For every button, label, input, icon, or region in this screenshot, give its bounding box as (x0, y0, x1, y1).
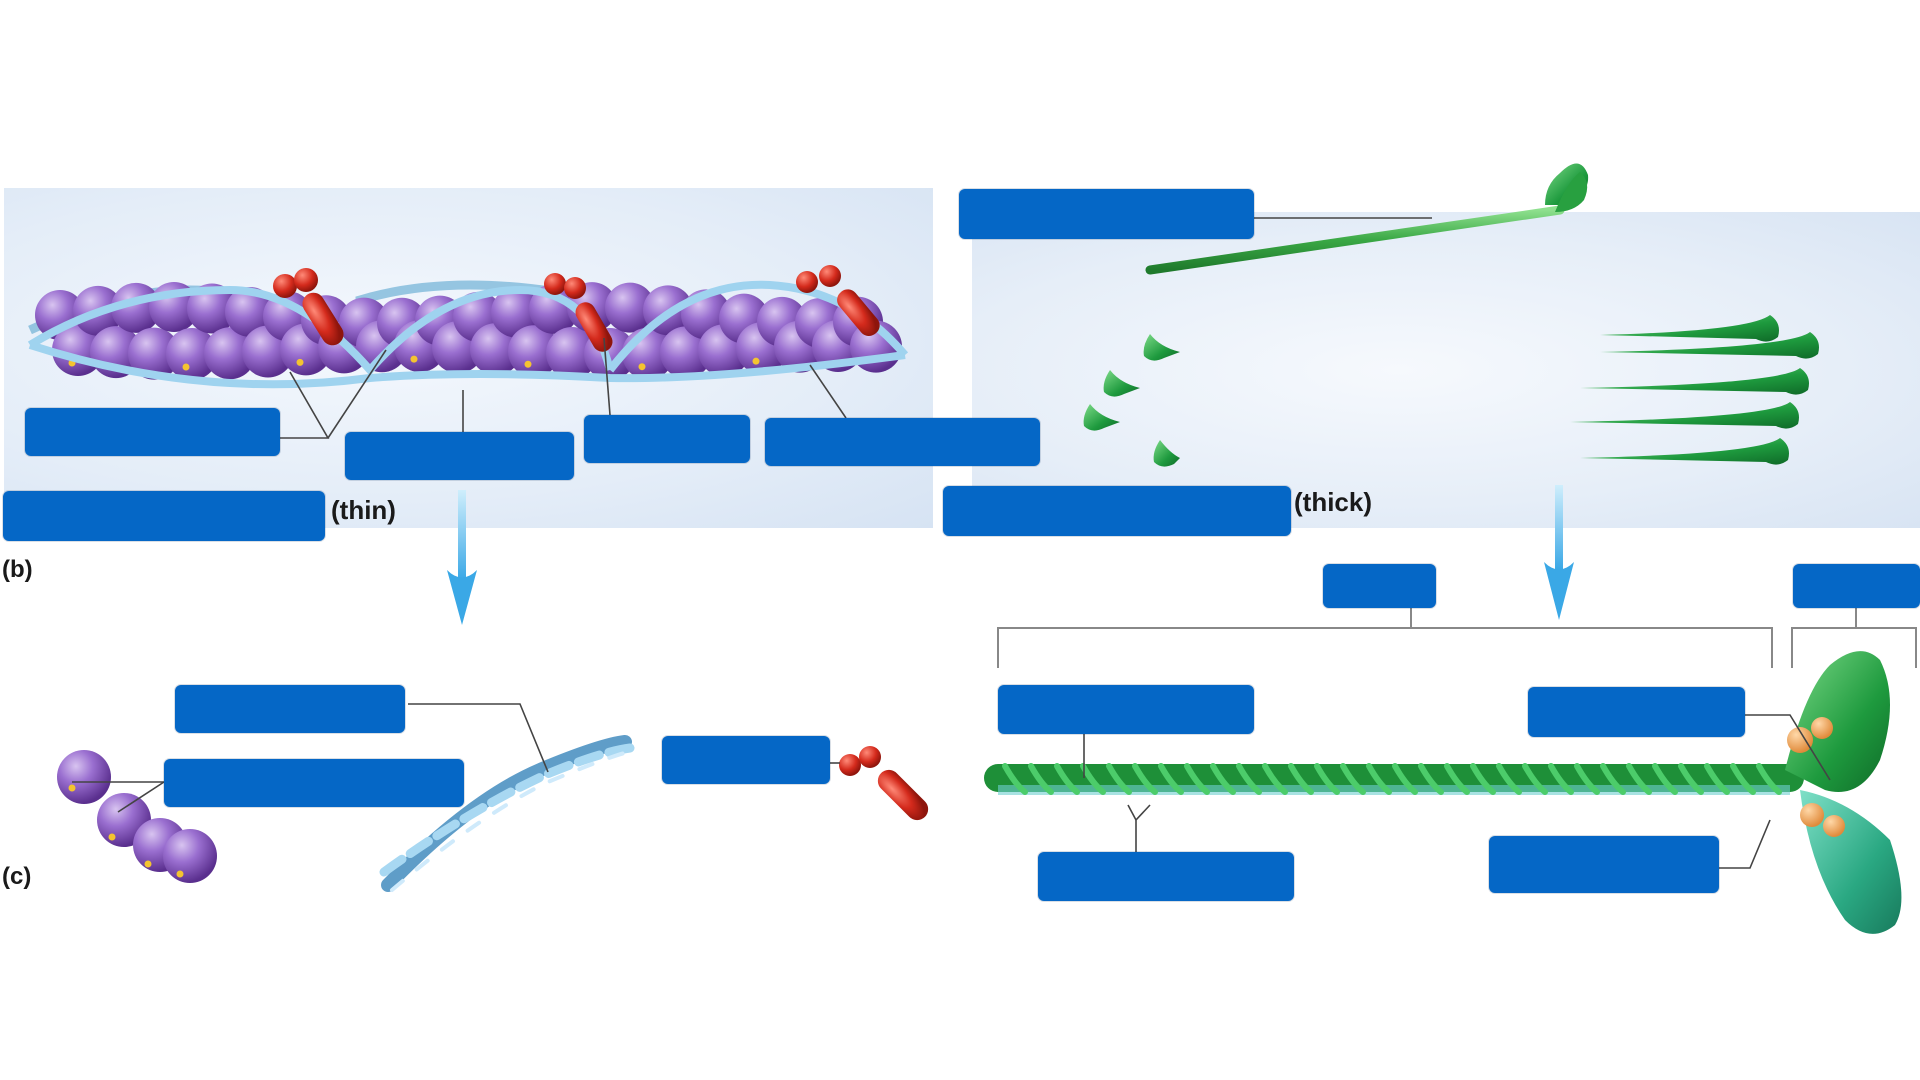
troponin-complex-c (839, 746, 929, 821)
arrow-thin-to-components (447, 490, 477, 625)
thick-caption: (thick) (1294, 487, 1372, 517)
label-box-binding-site[interactable] (765, 418, 1040, 466)
label-box-light-chains[interactable] (1528, 687, 1745, 737)
thin-caption: (thin) (331, 495, 396, 525)
label-box-thin-filament[interactable] (3, 491, 325, 541)
leader-lines-b (278, 337, 847, 439)
troponin-complex-2 (544, 273, 613, 352)
tropomyosin-strand (379, 735, 635, 892)
troponin-complex-3 (796, 265, 880, 337)
label-box-troponin-c[interactable] (662, 736, 830, 784)
bracket-tail (997, 608, 1773, 668)
label-box-heavy-chain[interactable] (998, 685, 1254, 734)
arrow-thick-to-molecule (1544, 485, 1574, 620)
actin-beads (35, 282, 902, 380)
label-box-tail-strand[interactable] (1038, 852, 1294, 901)
label-box-tropomyosin[interactable] (345, 432, 574, 480)
label-box-heads[interactable] (1793, 564, 1920, 608)
g-actin-beads (57, 750, 217, 883)
panel-label-b: (b) (2, 556, 33, 583)
thick-filament (1083, 163, 1819, 467)
bracket-heads (1791, 608, 1917, 668)
myosin-molecule (984, 651, 1902, 934)
myosin-bundle (1083, 315, 1819, 467)
label-box-actin[interactable] (25, 408, 280, 456)
label-box-myosin-molecule[interactable] (959, 189, 1254, 239)
leader-lines-g-actin (72, 781, 165, 813)
label-box-heavy-chain-head[interactable] (1489, 836, 1719, 893)
label-box-thick-filament[interactable] (943, 486, 1291, 536)
label-box-troponin[interactable] (584, 415, 750, 463)
troponin-complex-1 (273, 268, 344, 346)
label-box-g-actin[interactable] (164, 759, 464, 807)
thin-filament (27, 265, 909, 389)
leader-lines-myosin-c (1083, 714, 1831, 869)
panel-label-c: (c) (2, 863, 32, 890)
label-box-tropomyosin-c[interactable] (175, 685, 405, 733)
leader-line-tropomyosin (408, 703, 549, 773)
label-box-tail[interactable] (1323, 564, 1436, 608)
